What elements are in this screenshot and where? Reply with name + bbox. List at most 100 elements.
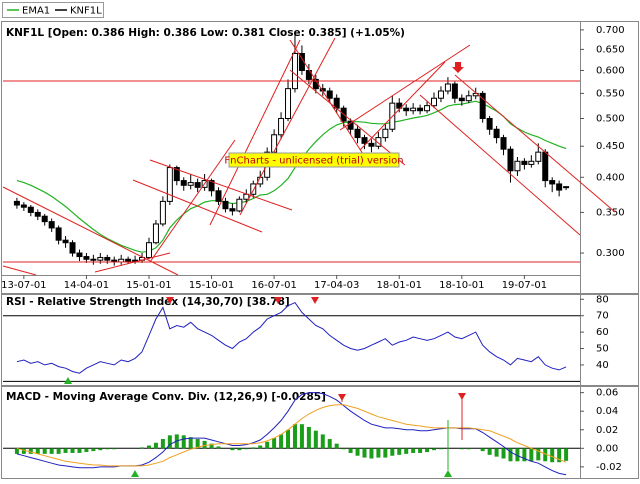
- trend-line: [419, 94, 581, 236]
- x-tick-label: 16-07-01: [251, 280, 296, 291]
- histogram-bar: [265, 441, 270, 449]
- candle-body: [13, 200, 20, 206]
- candle-body: [437, 90, 444, 99]
- histogram-bar: [494, 448, 499, 457]
- histogram-bar: [84, 448, 89, 453]
- candle-body: [451, 83, 458, 99]
- buy-signal: [64, 377, 72, 384]
- macd-panel-frame: [1, 386, 639, 479]
- candle-body: [375, 137, 382, 147]
- histogram-bar: [112, 448, 117, 450]
- indicator-line: [16, 404, 567, 467]
- y-tick-label: 0.06: [596, 388, 618, 399]
- candle-body: [542, 151, 549, 182]
- histogram-bar: [272, 438, 277, 449]
- legend-label: EMA1: [22, 6, 50, 17]
- histogram-bar: [313, 430, 318, 449]
- sell-signal: [338, 394, 346, 401]
- trend-lines: [2, 37, 616, 276]
- candle-body: [500, 137, 507, 150]
- histogram-bar: [522, 448, 527, 462]
- candle-body: [125, 258, 132, 262]
- candle-body: [180, 180, 187, 186]
- histogram-bar: [299, 424, 304, 449]
- histogram-bar: [376, 448, 381, 458]
- histogram-bar: [418, 448, 423, 453]
- candle-body: [97, 256, 104, 261]
- histogram-bar: [564, 448, 569, 461]
- candle-body: [326, 90, 333, 99]
- histogram-bar: [195, 439, 200, 449]
- candle-body: [563, 186, 570, 189]
- histogram-bar: [487, 448, 492, 455]
- histogram-bar: [181, 435, 186, 449]
- indicator-line: [16, 301, 567, 374]
- main-panel-frame: [1, 21, 639, 294]
- candle-body: [368, 142, 375, 147]
- candle-body: [507, 148, 514, 172]
- candle-body: [528, 160, 535, 165]
- panel-title: RSI - Relative Strength Index (14,30,70)…: [6, 296, 290, 308]
- histogram-bar: [56, 448, 61, 454]
- y-tick-label: 0.04: [596, 406, 618, 417]
- histogram-bar: [334, 443, 339, 449]
- candle-body: [486, 117, 493, 130]
- histogram-bar: [230, 448, 235, 451]
- panel-title: KNF1L [Open: 0.386 High: 0.386 Low: 0.38…: [6, 27, 405, 39]
- y-tick-label: 0.700: [596, 25, 625, 36]
- y-tick-label: 0.650: [596, 44, 625, 55]
- candle-body: [549, 180, 556, 185]
- histogram-bar: [244, 448, 249, 450]
- histogram-bar: [14, 448, 19, 454]
- ema-line: [16, 100, 567, 253]
- y-tick-label: 0.550: [596, 88, 625, 99]
- candle-body: [354, 128, 361, 139]
- rsi-panel-frame: [1, 294, 639, 386]
- histogram-bar: [153, 442, 158, 449]
- y-tick-label: 60: [596, 327, 609, 338]
- histogram-bar: [167, 435, 172, 449]
- candle-body: [278, 117, 285, 136]
- trend-line: [94, 252, 171, 273]
- candle-body: [159, 200, 166, 225]
- x-tick-label: 18-01-01: [377, 280, 422, 291]
- histogram-bar: [411, 448, 416, 453]
- candle-body: [250, 183, 257, 195]
- sell-signal: [274, 297, 282, 304]
- candle-body: [166, 167, 173, 202]
- candle-body: [104, 256, 111, 261]
- histogram-bar: [369, 448, 374, 459]
- x-tick-label: 19-07-01: [502, 280, 547, 291]
- candle-body: [187, 182, 194, 186]
- legend-label: KNF1L: [70, 6, 102, 17]
- y-tick-label: 0.00: [596, 443, 618, 454]
- trend-line: [149, 139, 236, 263]
- histogram-bar: [348, 448, 353, 453]
- candle-body: [285, 88, 292, 119]
- histogram-bar: [286, 429, 291, 449]
- histogram-bar: [42, 448, 47, 454]
- histogram-bar: [306, 426, 311, 449]
- trend-line: [339, 44, 471, 131]
- histogram-bar: [77, 448, 82, 453]
- sell-signal: [311, 297, 319, 304]
- histogram-bar: [480, 448, 485, 452]
- histogram-bar: [327, 439, 332, 449]
- x-tick-label: 14-04-01: [64, 280, 109, 291]
- candle-body: [222, 200, 229, 210]
- x-tick-label: 18-10-01: [439, 280, 484, 291]
- histogram-bar: [515, 448, 520, 462]
- histogram-bar: [362, 448, 367, 458]
- trend-line: [132, 179, 263, 233]
- histogram-bar: [21, 448, 26, 454]
- y-tick-label: 80: [596, 294, 609, 305]
- histogram-bar: [466, 448, 471, 450]
- candle-body: [458, 97, 465, 102]
- histogram-bar: [501, 448, 506, 459]
- candle-body: [152, 223, 159, 244]
- histogram-bar: [63, 448, 68, 453]
- macd-signals: [131, 393, 466, 477]
